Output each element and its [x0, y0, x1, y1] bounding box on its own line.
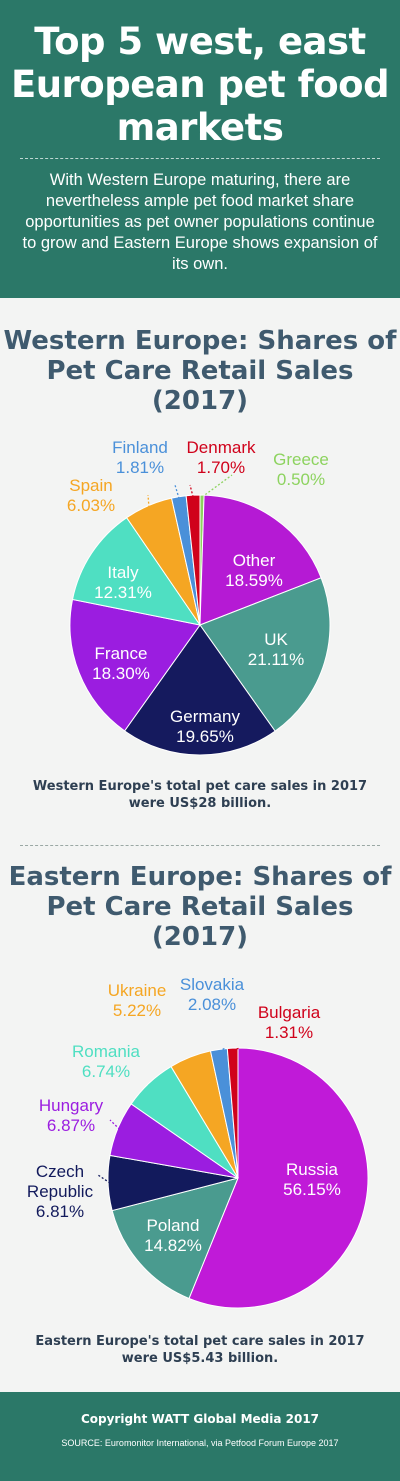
- eastern-chart-title: Eastern Europe: Shares of Pet Care Retai…: [8, 862, 392, 952]
- slice-label-czech-republic: Czech Republic 6.81%: [27, 1162, 94, 1221]
- western-total-note: Western Europe's total pet care sales in…: [32, 779, 368, 811]
- intro-text: With Western Europe maturing, there are …: [22, 171, 378, 273]
- leader-line-greece: [201, 474, 233, 498]
- leader-line-slovakia: [218, 1047, 226, 1052]
- slice-label-germany: Germany 19.65%: [170, 707, 240, 746]
- western-europe-pie-chart: Greece 0.50% Other 18.59% UK 21.11%Germany 19.…: [67, 438, 331, 756]
- pie-slice-italy: [71, 516, 202, 626]
- slice-label-italy: Italy 12.31%: [94, 563, 152, 602]
- slice-label-denmark: Denmark 1.70%: [187, 438, 256, 477]
- source-text: SOURCE: Euromonitor International, via P…: [61, 1438, 339, 1448]
- slice-label-hungary: Hungary 6.87%: [39, 1096, 104, 1135]
- slice-label-bulgaria: Bulgaria 1.31%: [258, 1003, 321, 1042]
- eastern-europe-pie-chart: Russia 56.15% Poland 14.82% Czech Republic 6.8…: [27, 975, 369, 1309]
- pie-slice-other: [199, 494, 322, 626]
- pie-slice-uk: [199, 577, 331, 732]
- page-title: Top 5 west, east European pet food marke…: [10, 20, 390, 149]
- section-divider: [20, 845, 380, 846]
- pie-slice-france: [69, 598, 201, 732]
- pie-slice-germany: [123, 624, 276, 756]
- slice-label-uk: UK 21.11%: [248, 630, 304, 669]
- header-divider: [20, 158, 380, 159]
- slice-label-other: Other 18.59%: [225, 551, 283, 590]
- copyright-text: Copyright WATT Global Media 2017: [80, 1412, 320, 1426]
- footer-banner: Copyright WATT Global Media 2017 SOURCE:…: [0, 1392, 400, 1481]
- pie-slice-russia: [188, 1047, 369, 1309]
- leader-line-bulgaria: [232, 1047, 241, 1051]
- eastern-total-note: Eastern Europe's total pet care sales in…: [35, 1334, 365, 1366]
- slice-label-spain: Spain 6.03%: [67, 476, 115, 515]
- slice-label-slovakia: Slovakia 2.08%: [180, 975, 245, 1014]
- slice-label-finland: Finland 1.81%: [112, 438, 168, 477]
- slice-label-romania: Romania 6.74%: [72, 1042, 141, 1081]
- slice-label-poland: Poland 14.82%: [144, 1216, 202, 1255]
- slice-label-france: France 18.30%: [92, 644, 150, 683]
- header-banner: Top 5 west, east European pet food marke…: [0, 0, 400, 298]
- slice-label-greece: Greece 0.50%: [273, 450, 329, 489]
- leader-line-czech-republic: [97, 1174, 111, 1184]
- pie-slice-poland: [111, 1177, 239, 1300]
- western-chart-title: Western Europe: Shares of Pet Care Retai…: [3, 326, 397, 416]
- slice-label-russia: Russia 56.15%: [283, 1160, 341, 1199]
- slice-label-ukraine: Ukraine 5.22%: [108, 981, 167, 1020]
